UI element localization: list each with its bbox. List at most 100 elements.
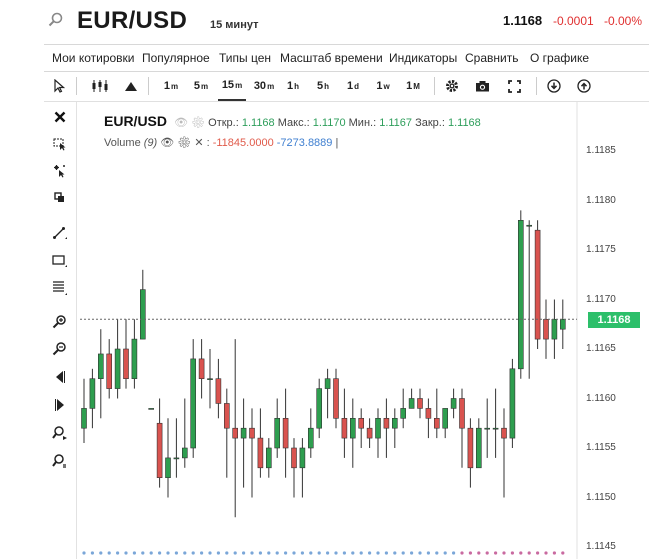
volume-mark (494, 551, 498, 555)
zoom-reset-icon[interactable] (50, 452, 70, 470)
candle-up (408, 398, 415, 409)
legend-symbol: EUR/USD (104, 113, 168, 129)
scroll-right-icon[interactable] (50, 396, 70, 414)
select-cursor-icon[interactable] (50, 135, 70, 153)
legend-open: 1.1168 (241, 117, 275, 129)
candle-up (475, 427, 482, 469)
volume-mark (284, 551, 288, 555)
cursor-icon[interactable] (48, 71, 70, 101)
volume-mark (502, 551, 506, 555)
volume-mark (393, 551, 397, 555)
camera-icon[interactable] (472, 71, 492, 101)
volume-mark (132, 551, 136, 555)
volume-mark (208, 551, 212, 555)
candle-down (232, 427, 238, 439)
volume-mark (317, 551, 321, 555)
volume-mark (452, 551, 456, 555)
volume-mark (292, 551, 296, 555)
candle-up (526, 224, 533, 227)
volume-mark (300, 551, 304, 555)
volume-mark (368, 551, 372, 555)
candle-up (173, 457, 180, 460)
candle-down (249, 427, 255, 439)
volume-controls-icon[interactable]: 👁 ⚙ ✕ (160, 137, 204, 149)
volume-mark (90, 551, 94, 555)
menu-indicators[interactable]: Индикаторы (389, 51, 458, 65)
candle-up (265, 447, 272, 469)
candle-up (81, 408, 87, 429)
search-icon[interactable] (48, 12, 64, 28)
candle-up (517, 220, 524, 370)
candle-down (282, 417, 289, 449)
timeframe-30m[interactable]: 30 m (253, 80, 275, 92)
gear-icon[interactable] (442, 71, 462, 101)
trend-line-icon[interactable] (50, 224, 70, 242)
timeframe-label: 15 минут (210, 19, 259, 31)
zoom-in-right-icon[interactable] (50, 424, 70, 442)
candle-down (156, 422, 163, 479)
upload-icon[interactable] (574, 71, 594, 101)
volume-label: Volume (104, 137, 141, 149)
candle-up (551, 318, 558, 340)
volume-mark (174, 551, 178, 555)
y-tick-label: 1.1185 (586, 145, 616, 156)
current-price-tag: 1.1168 (588, 312, 640, 328)
menu-my-quotes[interactable]: Мои котировки (52, 51, 135, 65)
menu-popular[interactable]: Популярное (142, 51, 210, 65)
candle-down (224, 403, 230, 429)
legend-low-label: Мин.: (348, 117, 377, 129)
menu-compare[interactable]: Сравнить (465, 51, 519, 65)
candle-down (198, 358, 205, 379)
mountain-chart-type-icon[interactable] (120, 71, 142, 101)
volume-mark (225, 551, 229, 555)
fibonacci-icon[interactable] (50, 279, 70, 297)
candle-up (207, 378, 213, 381)
legend-high-label: Макс.: (277, 117, 310, 129)
menu-price-types[interactable]: Типы цен (219, 51, 272, 65)
volume-mark (359, 551, 363, 555)
drawing-toolbar (44, 102, 77, 559)
symbol-title: EUR/USD (77, 7, 188, 34)
menu-time-scale[interactable]: Масштаб времени (280, 51, 383, 65)
candle-down (459, 398, 465, 429)
candle-up (324, 378, 331, 389)
volume-mark (275, 551, 279, 555)
candle-up (307, 427, 314, 449)
volume-mark (334, 551, 338, 555)
volume-mark (250, 551, 254, 555)
legend-close: 1.1168 (447, 117, 481, 129)
y-tick-label: 1.1180 (586, 194, 616, 206)
y-tick-label: 1.1150 (586, 491, 616, 503)
fullscreen-icon[interactable] (504, 71, 524, 101)
candle-down (383, 417, 390, 429)
zoom-out-icon[interactable] (50, 340, 70, 358)
candle-up (114, 348, 121, 389)
candle-up (190, 358, 196, 449)
candle-up (131, 338, 138, 380)
candle-down (534, 229, 541, 340)
eye-icon[interactable]: 👁 ⚙ (174, 117, 206, 129)
candle-down (291, 447, 297, 469)
menu-about-chart[interactable]: О графике (530, 51, 590, 65)
magic-cursor-icon[interactable] (50, 162, 70, 180)
candle-up (391, 417, 398, 429)
scroll-left-icon[interactable] (50, 368, 70, 386)
volume-mark (82, 551, 86, 555)
close-icon[interactable] (50, 108, 70, 126)
rectangle-icon[interactable] (50, 252, 70, 270)
volume-mark (309, 551, 313, 555)
zoom-in-icon[interactable] (50, 313, 70, 331)
volume-mark (536, 551, 540, 555)
timeframe-15m[interactable]: 15 m (218, 71, 246, 101)
download-icon[interactable] (544, 71, 564, 101)
candle-down (257, 437, 264, 469)
candles-chart-type-icon[interactable] (88, 71, 112, 101)
copy-icon[interactable] (50, 189, 70, 207)
